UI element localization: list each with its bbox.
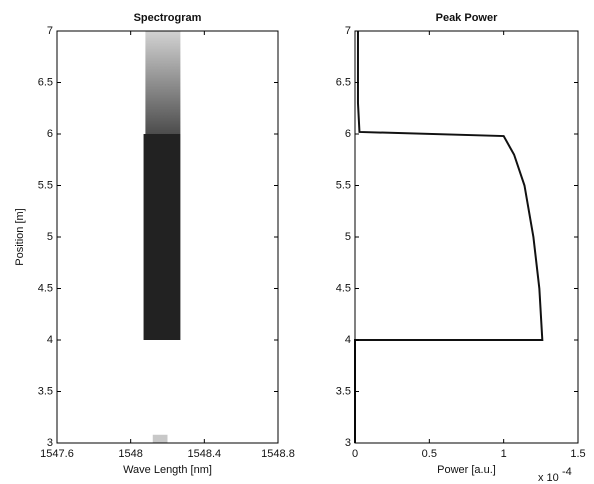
x-tick-label: 0 bbox=[352, 448, 358, 460]
y-tick-label: 5 bbox=[345, 231, 351, 243]
x-axis-label: Power [a.u.] bbox=[437, 464, 496, 476]
y-tick-label: 4 bbox=[47, 334, 53, 346]
y-tick-label: 7 bbox=[345, 25, 351, 37]
x-axis-label: Wave Length [nm] bbox=[123, 464, 212, 476]
x-tick-label: 1 bbox=[501, 448, 507, 460]
x-tick-label: 1548 bbox=[118, 448, 142, 460]
power-line bbox=[354, 31, 544, 443]
heat-region bbox=[145, 31, 181, 134]
y-tick-label: 6.5 bbox=[38, 76, 53, 88]
heat-region bbox=[152, 434, 168, 443]
y-tick-label: 4.5 bbox=[38, 282, 53, 294]
x-tick-label: 1.5 bbox=[570, 448, 585, 460]
y-axis-label: Position [m] bbox=[14, 208, 26, 265]
y-tick-label: 4 bbox=[345, 334, 351, 346]
axes-box bbox=[354, 30, 579, 444]
y-tick-label: 7 bbox=[47, 25, 53, 37]
y-tick-label: 3 bbox=[345, 437, 351, 449]
x-tick-label: 1548.4 bbox=[188, 448, 222, 460]
y-tick-label: 4.5 bbox=[336, 282, 351, 294]
y-tick-label: 6 bbox=[47, 128, 53, 140]
chart-title: Peak Power bbox=[436, 12, 498, 24]
y-tick-label: 5 bbox=[47, 231, 53, 243]
y-tick-label: 6 bbox=[345, 128, 351, 140]
x-tick-label: 1548.8 bbox=[261, 448, 295, 460]
y-tick-label: 5.5 bbox=[38, 179, 53, 191]
exponent-power: -4 bbox=[562, 466, 572, 478]
x-tick-label: 1547.6 bbox=[40, 448, 74, 460]
chart-title: Spectrogram bbox=[134, 12, 202, 24]
y-tick-label: 3.5 bbox=[38, 385, 53, 397]
y-tick-label: 3 bbox=[47, 437, 53, 449]
y-tick-label: 3.5 bbox=[336, 385, 351, 397]
y-tick-label: 5.5 bbox=[336, 179, 351, 191]
y-tick-label: 6.5 bbox=[336, 76, 351, 88]
exponent-base: x 10 bbox=[538, 472, 559, 484]
x-tick-label: 0.5 bbox=[422, 448, 437, 460]
heat-region bbox=[143, 134, 181, 340]
